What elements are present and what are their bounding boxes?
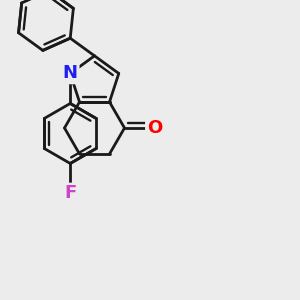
- Text: F: F: [64, 184, 76, 202]
- Text: N: N: [63, 64, 78, 82]
- Text: O: O: [147, 119, 162, 137]
